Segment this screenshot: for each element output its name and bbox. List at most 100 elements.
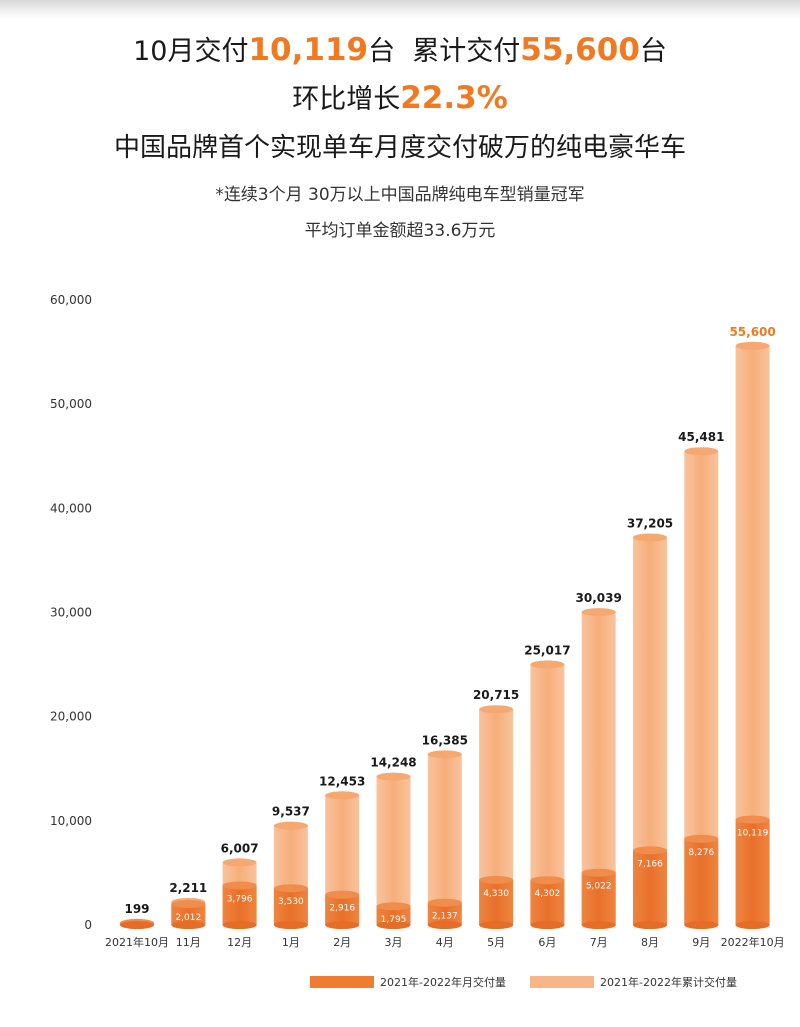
x-tick-label: 2022年10月 bbox=[721, 935, 785, 949]
legend-monthly-swatch bbox=[310, 976, 374, 988]
subtitle-avg-order: 平均订单金额超33.6万元 bbox=[304, 221, 496, 241]
monthly-value-label: 2,916 bbox=[329, 904, 355, 914]
y-tick-label: 60,000 bbox=[50, 293, 92, 307]
x-tick-label: 2月 bbox=[333, 936, 351, 949]
monthly-bar-cap bbox=[633, 846, 667, 855]
headline-text-2: 台 累计交付 bbox=[368, 36, 521, 67]
bar-group: 45,481 8,276 bbox=[678, 430, 724, 929]
monthly-bar bbox=[427, 902, 462, 925]
cumulative-bar-cap bbox=[581, 608, 616, 617]
monthly-bar-base bbox=[633, 921, 667, 929]
x-tick-label: 4月 bbox=[436, 936, 454, 949]
monthly-bar-base bbox=[222, 921, 257, 929]
cumulative-bar-cap bbox=[479, 705, 514, 714]
bar-group: 16,385 2,137 bbox=[422, 733, 468, 929]
bar-group: 6,007 3,796 bbox=[221, 841, 259, 929]
monthly-bar bbox=[684, 838, 719, 925]
monthly-bar-cap bbox=[581, 868, 616, 877]
monthly-bar-base bbox=[530, 921, 565, 929]
cumulative-bar-cap bbox=[376, 772, 411, 781]
top-fade bbox=[0, 0, 800, 18]
cumulative-value-label: 55,600 bbox=[729, 325, 775, 339]
monthly-bar-base bbox=[479, 921, 514, 929]
bar-group: 25,017 4,302 bbox=[524, 643, 571, 929]
legend-monthly-label: 2021年-2022年月交付量 bbox=[380, 976, 506, 989]
headline-deliveries: 10月交付10,119台 累计交付55,600台 bbox=[0, 30, 800, 72]
y-tick-label: 0 bbox=[84, 918, 92, 932]
monthly-bar-cap bbox=[376, 902, 411, 911]
growth-label: 环比增长 bbox=[292, 84, 401, 115]
bar-group: 30,039 5,022 bbox=[576, 591, 622, 929]
monthly-value-label: 5,022 bbox=[586, 882, 612, 892]
x-tick-label: 5月 bbox=[487, 936, 505, 949]
x-tick-label: 6月 bbox=[538, 936, 556, 949]
x-tick-label: 11月 bbox=[176, 936, 201, 949]
cumulative-delivery-highlight: 55,600 bbox=[520, 32, 640, 68]
headline-growth: 环比增长22.3% bbox=[0, 78, 800, 120]
y-tick-label: 20,000 bbox=[50, 710, 92, 724]
delivery-bar-chart: 0 10,000 20,000 30,000 40,000 50,000 60,000 19… bbox=[50, 293, 785, 949]
monthly-bar bbox=[633, 850, 667, 925]
bar-group: 55,600 10,119 bbox=[729, 325, 776, 929]
x-tick-label: 8月 bbox=[641, 936, 659, 949]
legend-cumulative: 2021年-2022年累计交付量 bbox=[530, 972, 737, 992]
cumulative-bar bbox=[427, 754, 462, 925]
monthly-bar-cap bbox=[427, 898, 462, 907]
cumulative-bar-cap bbox=[325, 791, 360, 800]
monthly-bar bbox=[581, 872, 616, 925]
bar-group: 37,205 7,166 bbox=[627, 516, 673, 929]
bar-group: 20,715 4,330 bbox=[473, 688, 519, 929]
x-tick-label: 1月 bbox=[282, 936, 300, 949]
bar-group: 14,248 1,795 bbox=[370, 756, 417, 929]
cumulative-bar-cap bbox=[735, 341, 770, 350]
monthly-bar bbox=[376, 906, 411, 925]
monthly-value-label: 3,530 bbox=[278, 897, 304, 907]
monthly-value-label: 3,796 bbox=[227, 894, 253, 904]
y-tick-label: 30,000 bbox=[50, 606, 92, 620]
cumulative-bar-cap bbox=[684, 447, 719, 456]
monthly-value-label: 2,012 bbox=[175, 913, 201, 923]
monthly-bar bbox=[171, 904, 206, 925]
cumulative-value-label: 2,211 bbox=[169, 881, 207, 895]
cumulative-value-label: 20,715 bbox=[473, 688, 519, 702]
monthly-bar-base bbox=[171, 921, 206, 929]
monthly-bar-base bbox=[581, 921, 616, 929]
monthly-bar bbox=[479, 879, 514, 925]
cumulative-value-label: 14,248 bbox=[370, 756, 416, 770]
monthly-bar-base bbox=[684, 921, 719, 929]
bar-group: 2,211 2,012 bbox=[169, 881, 207, 929]
monthly-value-label: 7,166 bbox=[637, 859, 663, 869]
monthly-bar-cap bbox=[530, 876, 565, 885]
monthly-bar bbox=[325, 894, 360, 925]
cumulative-value-label: 25,017 bbox=[524, 643, 570, 657]
monthly-bar-base bbox=[273, 921, 308, 929]
x-tick-label: 2021年10月 bbox=[105, 935, 169, 949]
monthly-value-label: 4,330 bbox=[483, 889, 509, 899]
cumulative-value-label: 6,007 bbox=[221, 841, 259, 855]
subtitle-sales-champion: *连续3个月 30万以上中国品牌纯电车型销量冠军 bbox=[215, 185, 585, 205]
growth-highlight: 22.3% bbox=[400, 80, 508, 116]
y-tick-label: 40,000 bbox=[50, 501, 92, 515]
cumulative-bar-cap bbox=[222, 858, 257, 867]
cumulative-bar-cap bbox=[427, 750, 462, 759]
cumulative-value-label: 199 bbox=[124, 902, 149, 916]
monthly-bar-base bbox=[427, 921, 462, 929]
monthly-value-label: 1,795 bbox=[381, 915, 407, 925]
monthly-bar-cap bbox=[171, 900, 206, 909]
monthly-bar-base bbox=[735, 921, 770, 929]
monthly-bar-cap bbox=[222, 881, 257, 890]
monthly-bar bbox=[273, 888, 308, 925]
cumulative-value-label: 45,481 bbox=[678, 430, 724, 444]
cumulative-value-label: 12,453 bbox=[319, 774, 365, 788]
monthly-bar bbox=[530, 880, 565, 925]
bar-group: 12,453 2,916 bbox=[319, 774, 365, 929]
monthly-value-label: 4,302 bbox=[535, 889, 561, 899]
monthly-bar-base bbox=[120, 921, 154, 929]
monthly-bar-cap bbox=[325, 890, 360, 899]
headline-text-1: 10月交付 bbox=[133, 36, 249, 67]
bar-group: 9,537 3,530 bbox=[272, 805, 310, 929]
monthly-bar-base bbox=[325, 921, 360, 929]
cumulative-value-label: 9,537 bbox=[272, 805, 310, 819]
monthly-bar-cap bbox=[479, 875, 514, 884]
headline-text-3: 台 bbox=[639, 36, 667, 67]
